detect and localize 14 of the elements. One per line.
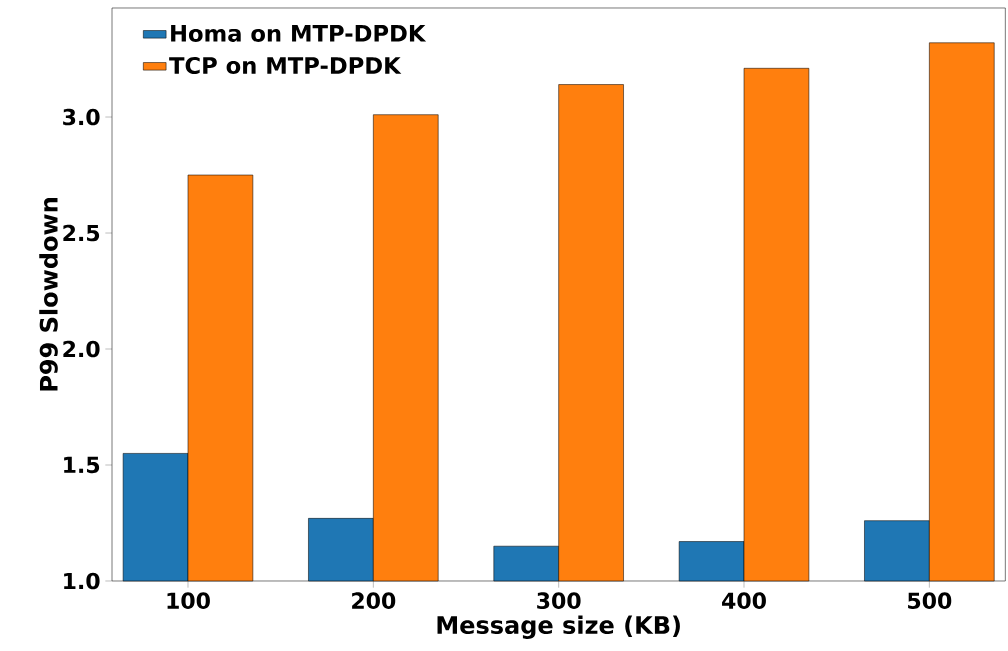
y-tick-label: 3.0 <box>63 108 100 126</box>
y-tick-label: 2.5 <box>63 224 100 242</box>
x-axis-title: Message size (KB) <box>437 615 680 639</box>
y-tick-label: 1.5 <box>64 456 100 474</box>
y-tick-label: 2.0 <box>63 340 100 358</box>
x-tick-label: 200 <box>352 592 396 610</box>
x-tick-label: 400 <box>722 592 766 610</box>
x-tick-label: 100 <box>167 592 210 610</box>
y-axis-title: P99 Slowdown <box>39 198 58 391</box>
legend-label: Homa on MTP-DPDK <box>171 25 427 42</box>
y-tick-label: 1.0 <box>64 572 100 590</box>
x-tick-label: 300 <box>537 592 581 610</box>
legend-label: TCP on MTP-DPDK <box>169 56 402 75</box>
x-tick-label: 500 <box>908 592 952 610</box>
